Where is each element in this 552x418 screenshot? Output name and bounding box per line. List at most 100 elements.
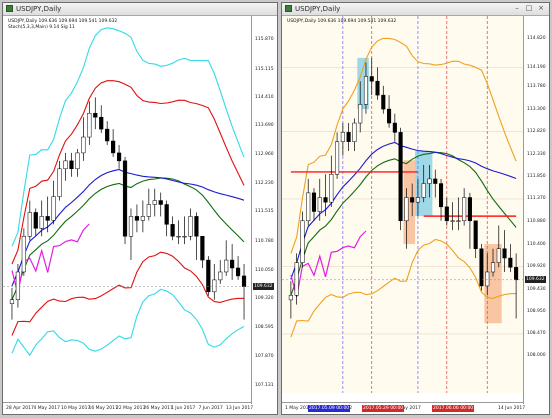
candle-body [134,216,140,221]
price-scale[interactable]: 115.870 115.115 114.410 113.690 112.960 112.2… [251,16,277,404]
highlight-box [484,244,502,324]
candle-body [369,76,374,82]
window-title: USDJPY,Daily [295,5,341,13]
candle-body [21,235,26,273]
date-label: 4 May 2017 [33,406,60,411]
candle-body [300,220,305,263]
candle-body [152,200,157,205]
date-label: 28 Apr 2017 [6,406,34,411]
date-label: 1 Jun 2017 [171,406,196,411]
price-tick: 113.780 [527,84,546,90]
price-info: USDJPY,Daily 109.636 109.694 109.541 109… [287,19,397,24]
price-tick: 110.780 [255,238,274,244]
price-chart[interactable] [282,16,523,404]
window-titlebar[interactable]: USDJPY,Daily – □ × [282,3,549,16]
candle-body [375,80,380,96]
candle-body [352,122,357,142]
candle-body [218,271,223,281]
price-info: USDJPY,Daily 109.636 109.694 109.541 109… [8,19,118,24]
bollinger-band-2sigma [11,80,245,265]
oscillator-line [290,230,367,297]
price-scale[interactable]: 114.820 114.190 113.780 113.300 112.820 112.3… [523,16,549,404]
price-tick: 109.320 [255,296,274,302]
candle-body [294,262,299,296]
candle-body [404,197,409,222]
candle-body [317,197,322,212]
candle-body [170,224,175,237]
close-icon[interactable]: × [538,4,544,12]
price-tick: 108.595 [255,325,274,331]
candle-body [39,216,44,229]
chart-window-left[interactable]: USDJPY,Daily USDJPY,Daily 109.636 109.69… [2,2,278,415]
date-label: 13 Jun 2017 [226,406,254,411]
candle-body [27,212,32,237]
price-tick: 114.190 [527,65,546,71]
candle-body [415,197,420,203]
maximize-icon[interactable]: □ [525,4,533,12]
candle-body [158,200,163,205]
candle-body [140,216,145,221]
candle-body [490,262,496,273]
price-tick: 111.370 [527,196,546,202]
price-tick: 108.000 [527,353,546,359]
price-tick: 108.470 [527,331,546,337]
chart-window-right[interactable]: USDJPY,Daily – □ × USDJPY,Daily 109.636 … [281,2,550,415]
candle-body [93,112,98,118]
candle-body [224,259,229,273]
price-tick: 111.850 [527,174,546,180]
candle-body [146,204,151,217]
date-label: 26 May 2017 [143,406,173,411]
bollinger-band-3sigma [11,27,245,247]
candle-body [329,173,334,203]
price-tick: 110.050 [255,267,274,273]
price-tick: 114.410 [255,94,274,100]
candle-body [444,206,449,222]
candle-body [116,152,122,162]
date-label: 7 Jun 2017 [198,406,223,411]
candle-body [514,267,519,281]
bollinger-band-3sigma [11,288,245,357]
candle-body [473,220,478,249]
candle-body [122,160,128,237]
candle-body [212,279,217,293]
candle-body [410,197,415,203]
middle-band-line [11,177,245,300]
candle-body [128,216,134,237]
candle-body [69,160,74,170]
candle-body [450,220,455,222]
candle-body [188,216,193,237]
price-chart[interactable] [3,16,251,404]
bollinger-band-2sigma [290,37,517,254]
candle-body [99,116,104,130]
price-tick: 112.960 [255,152,274,157]
candle-body [111,140,116,154]
price-tick: 115.870 [255,36,274,42]
price-tick: 113.300 [527,106,546,112]
candle-body [182,235,187,238]
candle-body [508,257,513,268]
candle-body [335,141,340,175]
candle-body [311,192,317,212]
date-label: 1 May 2017 [285,406,312,411]
date-label: 22 May 2017 [116,406,146,411]
candle-body [33,212,38,229]
price-tick: 112.330 [527,151,546,157]
candle-body [346,132,351,142]
candle-body [467,197,472,222]
candle-body [433,178,438,184]
highlight-box [357,57,369,110]
minimize-icon[interactable]: – [515,4,519,12]
current-price-label: 109.632 [525,276,546,284]
candle-body [105,128,110,142]
candle-body [230,259,235,269]
window-titlebar[interactable]: USDJPY,Daily [3,3,277,16]
candle-body [340,132,345,142]
candle-body [75,152,80,170]
date-label: 29 May 2017 [391,406,421,411]
candle-body [45,216,50,221]
time-axis[interactable]: 28 Apr 2017 4 May 2017 10 May 2017 16 May 2… [3,402,254,414]
candle-body [164,204,169,225]
crosshair-date-tag: 2017.05.09 00:00 [308,405,351,412]
candle-body [496,248,501,263]
